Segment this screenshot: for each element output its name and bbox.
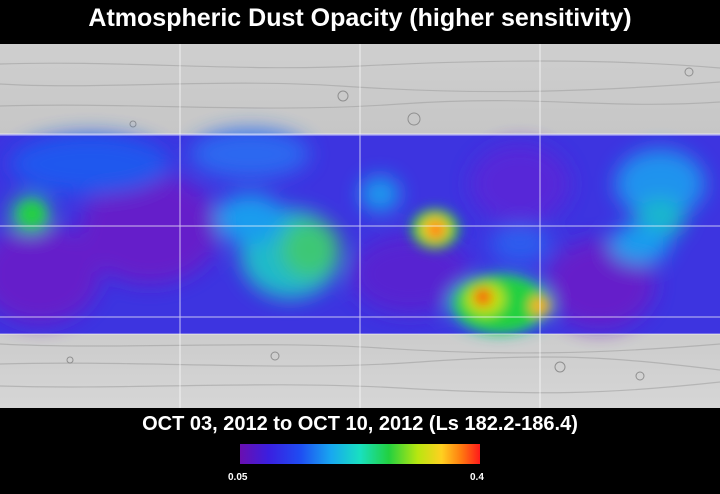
colorbar-max-label: 0.4 (470, 472, 484, 483)
dust-opacity-map (0, 44, 720, 408)
date-range-label: OCT 03, 2012 to OCT 10, 2012 (Ls 182.2-1… (142, 413, 578, 435)
map-title: Atmospheric Dust Opacity (higher sensiti… (88, 4, 632, 32)
relief-texture (0, 60, 720, 394)
hotspot-west (20, 202, 44, 226)
lat-lon-grid (0, 44, 720, 408)
colorbar-min-label: 0.05 (228, 472, 248, 483)
opacity-colorbar (240, 444, 480, 464)
hotspot-center (411, 209, 459, 249)
craters (66, 67, 694, 381)
map-svg (0, 44, 720, 408)
